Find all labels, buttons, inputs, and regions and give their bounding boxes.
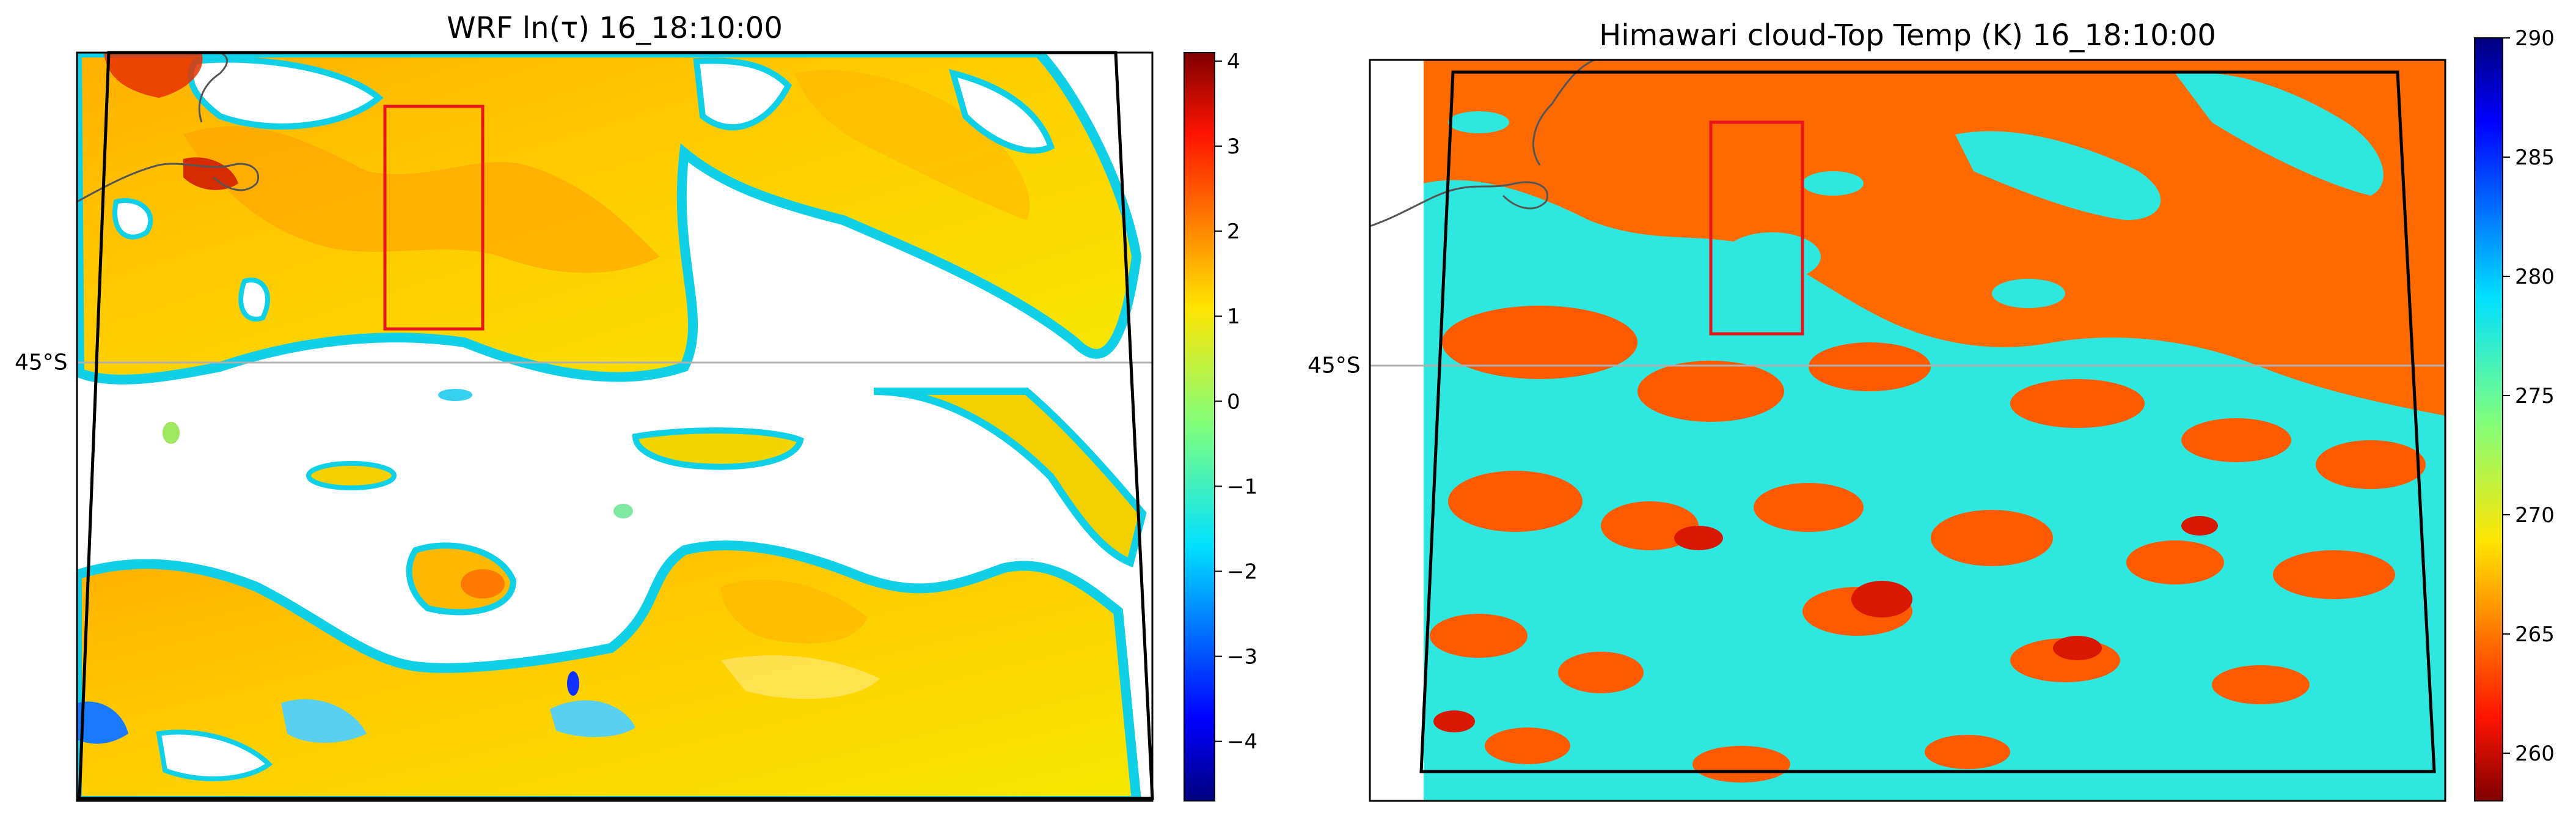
himawari-highlight-box bbox=[1709, 120, 1804, 336]
wrf-colorbar-tick-label: 4 bbox=[1227, 50, 1240, 74]
wrf-colorbar-tick-label: 0 bbox=[1227, 389, 1240, 414]
wrf-highlight-box bbox=[383, 105, 485, 331]
wrf-panel-title: WRF ln(τ) 16_18:10:00 bbox=[447, 11, 783, 45]
himawari-colorbar-tick-label: 285 bbox=[2515, 146, 2555, 170]
himawari-colorbar-ticks: 260 265 270 275 280 285 290 bbox=[2503, 26, 2555, 766]
wrf-coastline bbox=[76, 51, 259, 203]
himawari-colorbar bbox=[2474, 37, 2503, 801]
wrf-colorbar-tick-label: −1 bbox=[1227, 474, 1257, 499]
himawari-coldest-cells bbox=[1433, 516, 2218, 732]
himawari-colorbar-tick-label: 265 bbox=[2515, 622, 2555, 647]
wrf-colorbar-tick-label: −2 bbox=[1227, 559, 1257, 584]
wrf-colorbar-tick-label: 3 bbox=[1227, 134, 1240, 159]
himawari-cloud-field bbox=[1370, 60, 2445, 801]
himawari-colorbar-tick-label: 275 bbox=[2515, 384, 2555, 408]
wrf-axes-frame bbox=[76, 51, 1154, 802]
himawari-axes-frame bbox=[1369, 59, 2446, 802]
wrf-cloud-field bbox=[77, 53, 1152, 801]
wrf-colorbar-tick-label: 1 bbox=[1227, 304, 1240, 329]
himawari-colorbar-tick-label: 270 bbox=[2515, 503, 2555, 528]
wrf-panel: −4 −3 −2 −1 0 1 2 3 4 bbox=[76, 50, 1257, 802]
himawari-domain-box bbox=[1419, 70, 2436, 773]
wrf-colorbar bbox=[1184, 52, 1215, 801]
himawari-colorbar-tick-label: 280 bbox=[2515, 265, 2555, 289]
himawari-lat-label: 45°S bbox=[1308, 353, 1361, 378]
himawari-panel-title: Himawari cloud-Top Temp (K) 16_18:10:00 bbox=[1599, 18, 2216, 53]
wrf-colorbar-tick-label: −4 bbox=[1227, 730, 1257, 754]
wrf-lat-label: 45°S bbox=[15, 350, 68, 375]
himawari-coastline bbox=[1369, 59, 1595, 227]
himawari-colorbar-tick-label: 290 bbox=[2515, 26, 2555, 51]
wrf-colorbar-tick-label: −3 bbox=[1227, 645, 1257, 669]
wrf-colorbar-ticks: −4 −3 −2 −1 0 1 2 3 4 bbox=[1215, 50, 1257, 754]
himawari-panel: 260 265 270 275 280 285 290 bbox=[1369, 26, 2555, 802]
himawari-warm-holes bbox=[1448, 111, 2065, 308]
wrf-colorbar-tick-label: 2 bbox=[1227, 219, 1240, 244]
himawari-cold-cells bbox=[1430, 306, 2426, 783]
himawari-colorbar-tick-label: 260 bbox=[2515, 742, 2555, 766]
